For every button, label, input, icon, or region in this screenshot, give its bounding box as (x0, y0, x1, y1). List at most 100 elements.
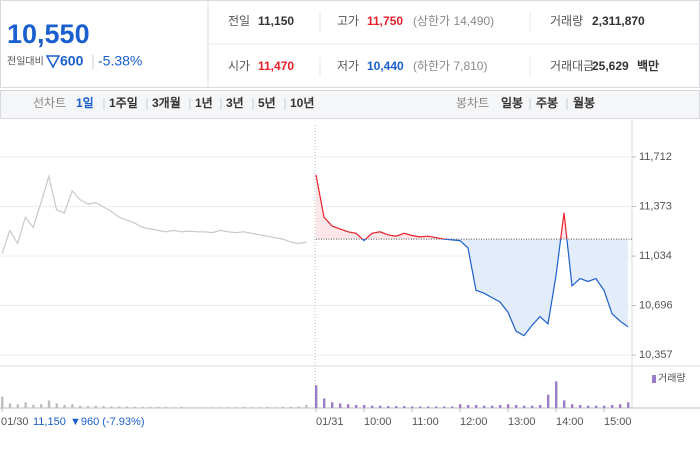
volume-bar (571, 404, 574, 408)
volume-bar (47, 400, 51, 408)
volume-bar (258, 407, 261, 408)
stat-label: 저가 (337, 59, 359, 73)
volume-bar (172, 407, 175, 408)
volume-bar (94, 405, 97, 408)
stat-value: 11,470 (258, 59, 294, 73)
volume-bar (579, 404, 582, 408)
x-tick-label: 11:00 (412, 416, 439, 428)
period-tab[interactable]: 3개월 (152, 95, 181, 110)
volume-bar (188, 407, 191, 408)
volume-bar (419, 406, 422, 408)
volume-bar (339, 403, 342, 408)
volume-bar (71, 404, 74, 408)
volume-bar (387, 406, 390, 408)
area-up (316, 174, 567, 240)
x-tick-label: 14:00 (556, 416, 584, 428)
volume-bar (133, 406, 136, 408)
volume-bar (411, 406, 414, 408)
volume-bar (40, 404, 43, 408)
tab-bar (0, 90, 700, 119)
y-tick-label: 11,712 (639, 151, 672, 163)
volume-bar (102, 406, 105, 408)
price-line-up (315, 174, 568, 240)
volume-bar (227, 407, 230, 408)
stat-label: 거래대금 (550, 59, 594, 73)
x-tick-label: 01/30 (1, 416, 29, 428)
price: 10,550 (7, 19, 90, 49)
volume-bar (180, 406, 183, 408)
change: 600 (60, 53, 84, 69)
period-tab[interactable]: 5년 (258, 96, 276, 110)
volume-bar (355, 404, 358, 408)
x-tick-label: 10:00 (364, 416, 392, 428)
volume-bar (305, 404, 308, 408)
x-tick-label: 13:00 (508, 416, 536, 428)
x-tick-label: 01/31 (316, 416, 344, 428)
volume-bar (110, 406, 113, 408)
volume-bar (363, 404, 366, 408)
volume-bar (203, 407, 207, 408)
volume-bar (403, 406, 406, 408)
price-line-down (361, 239, 629, 337)
volume-bar (235, 407, 238, 408)
volume-bar (595, 405, 598, 408)
volume-bar (459, 404, 462, 408)
volume-bar (451, 406, 454, 408)
period-tab[interactable]: 1주일 (109, 96, 138, 110)
volume-bar (539, 404, 542, 408)
candle-tab[interactable]: 월봉 (573, 95, 595, 110)
x-tick-label: 12:00 (460, 416, 488, 428)
stat-label: 고가 (337, 14, 359, 28)
y-tick-label: 11,034 (639, 250, 672, 262)
tab-label: 봉차트 (456, 96, 489, 110)
volume-bar (118, 406, 121, 408)
prev-close: 11,150 (33, 416, 66, 428)
volume-bar (611, 404, 614, 408)
volume-bar (323, 398, 326, 408)
volume-legend: 거래량 (658, 373, 686, 385)
chart: 11,712 11,373 11,034 10,696 10,357 01/30 01/31… (0, 120, 700, 428)
volume-bar (219, 407, 222, 408)
period-tab[interactable]: 10년 (290, 96, 314, 110)
period-tab[interactable]: 1년 (195, 96, 213, 110)
volume-bar (297, 406, 300, 408)
volume-bar (395, 406, 398, 408)
volume-bar (32, 404, 35, 408)
volume-bar (619, 404, 622, 408)
candle-tab[interactable]: 주봉 (536, 96, 558, 110)
volume-bar (435, 406, 438, 408)
change-pct: -5.38% (98, 53, 142, 69)
prev-change: ▼960 (-7.93%) (70, 416, 144, 428)
x-tick-label: 15:00 (604, 416, 632, 428)
volume-bar (242, 406, 246, 408)
period-tab[interactable]: 3년 (226, 96, 244, 110)
candle-tab[interactable]: 일봉 (501, 96, 523, 110)
period-tab[interactable]: 1일 (76, 96, 94, 110)
volume-bar (63, 404, 66, 408)
volume-bar (211, 407, 214, 408)
volume-bar (531, 405, 534, 408)
volume-bar (347, 404, 350, 408)
volume-bar (274, 407, 277, 408)
stat-note: (하한가 7,810) (413, 59, 487, 73)
volume-bar (125, 406, 129, 408)
volume-bar (379, 405, 382, 408)
volume-bar (331, 402, 334, 408)
tabs: 선차트 1일 1주일 3개월 1년 3년 5년 10년 봉차트 일봉 주봉 월봉 (33, 95, 595, 110)
volume-bar (86, 406, 90, 408)
volume-bar (250, 407, 253, 408)
stat-unit: 백만 (637, 58, 659, 73)
volume-bar (547, 394, 550, 408)
y-tick-label: 10,357 (639, 349, 673, 361)
volume-bar (507, 404, 510, 408)
volume-legend-swatch (652, 375, 656, 383)
volume-bar (483, 405, 486, 408)
volume-bar (24, 402, 27, 408)
y-tick-label: 10,696 (639, 299, 673, 311)
volume-bar (499, 404, 502, 408)
volume-bar (515, 404, 518, 408)
stat-value: 10,440 (367, 59, 404, 73)
